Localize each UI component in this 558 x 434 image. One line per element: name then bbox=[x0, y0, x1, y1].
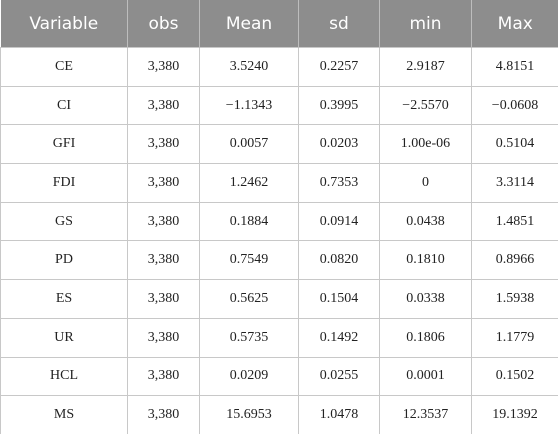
header-cell: sd bbox=[298, 0, 380, 48]
variable-cell: PD bbox=[0, 240, 128, 281]
table-row: CI 3,380 −1.1343 0.3995 −2.5570 −0.0608 bbox=[0, 85, 558, 126]
value-cell: 0.8966 bbox=[471, 240, 558, 281]
value-cell: 0.0001 bbox=[379, 356, 472, 397]
header-cell: obs bbox=[127, 0, 200, 48]
table-body: CE 3,380 3.5240 0.2257 2.9187 4.8151 CI 3,380 −1… bbox=[0, 47, 558, 434]
value-cell: 0 bbox=[379, 163, 472, 203]
table-row: UR 3,380 0.5735 0.1492 0.1806 1.1779 bbox=[0, 317, 558, 358]
value-cell: 12.3537 bbox=[379, 395, 472, 434]
variable-cell: GS bbox=[0, 201, 128, 242]
value-cell: 0.5625 bbox=[199, 279, 299, 319]
value-cell: 0.0255 bbox=[298, 356, 380, 397]
value-cell: 3,380 bbox=[127, 201, 200, 242]
value-cell: −0.0608 bbox=[471, 85, 558, 126]
value-cell: 0.0438 bbox=[379, 201, 472, 242]
value-cell: 3,380 bbox=[127, 47, 200, 87]
value-cell: 3,380 bbox=[127, 356, 200, 397]
variable-cell: CI bbox=[0, 85, 128, 126]
value-cell: 3,380 bbox=[127, 240, 200, 281]
value-cell: 3,380 bbox=[127, 317, 200, 358]
value-cell: 0.1810 bbox=[379, 240, 472, 281]
value-cell: 1.0478 bbox=[298, 395, 380, 434]
value-cell: 3,380 bbox=[127, 124, 200, 165]
value-cell: 0.7353 bbox=[298, 163, 380, 203]
value-cell: 4.8151 bbox=[471, 47, 558, 87]
value-cell: 1.2462 bbox=[199, 163, 299, 203]
value-cell: 0.2257 bbox=[298, 47, 380, 87]
value-cell: 1.4851 bbox=[471, 201, 558, 242]
variable-cell: GFI bbox=[0, 124, 128, 165]
value-cell: 3.5240 bbox=[199, 47, 299, 87]
value-cell: 0.3995 bbox=[298, 85, 380, 126]
value-cell: 15.6953 bbox=[199, 395, 299, 434]
value-cell: 1.00e-06 bbox=[379, 124, 472, 165]
value-cell: 1.5938 bbox=[471, 279, 558, 319]
table-row: ES 3,380 0.5625 0.1504 0.0338 1.5938 bbox=[0, 279, 558, 319]
header-cell: Mean bbox=[199, 0, 299, 48]
value-cell: 0.0914 bbox=[298, 201, 380, 242]
value-cell: 0.5104 bbox=[471, 124, 558, 165]
value-cell: 3,380 bbox=[127, 395, 200, 434]
value-cell: 0.1884 bbox=[199, 201, 299, 242]
value-cell: 0.7549 bbox=[199, 240, 299, 281]
value-cell: 0.1502 bbox=[471, 356, 558, 397]
value-cell: 0.0820 bbox=[298, 240, 380, 281]
value-cell: 0.0209 bbox=[199, 356, 299, 397]
header-row: Variable obs Mean sd min Max bbox=[0, 0, 558, 48]
table-row: CE 3,380 3.5240 0.2257 2.9187 4.8151 bbox=[0, 47, 558, 87]
value-cell: −2.5570 bbox=[379, 85, 472, 126]
value-cell: −1.1343 bbox=[199, 85, 299, 126]
table-row: HCL 3,380 0.0209 0.0255 0.0001 0.1502 bbox=[0, 356, 558, 397]
value-cell: 3,380 bbox=[127, 279, 200, 319]
value-cell: 0.0338 bbox=[379, 279, 472, 319]
variable-cell: CE bbox=[0, 47, 128, 87]
variable-cell: ES bbox=[0, 279, 128, 319]
value-cell: 19.1392 bbox=[471, 395, 558, 434]
variable-cell: FDI bbox=[0, 163, 128, 203]
table-row: GS 3,380 0.1884 0.0914 0.0438 1.4851 bbox=[0, 201, 558, 242]
variable-cell: UR bbox=[0, 317, 128, 358]
value-cell: 2.9187 bbox=[379, 47, 472, 87]
value-cell: 0.1492 bbox=[298, 317, 380, 358]
value-cell: 0.1806 bbox=[379, 317, 472, 358]
variable-cell: MS bbox=[0, 395, 128, 434]
table-row: MS 3,380 15.6953 1.0478 12.3537 19.1392 bbox=[0, 395, 558, 434]
header-cell: Variable bbox=[0, 0, 128, 48]
value-cell: 0.0203 bbox=[298, 124, 380, 165]
value-cell: 3.3114 bbox=[471, 163, 558, 203]
table-row: GFI 3,380 0.0057 0.0203 1.00e-06 0.5104 bbox=[0, 124, 558, 165]
value-cell: 1.1779 bbox=[471, 317, 558, 358]
value-cell: 3,380 bbox=[127, 163, 200, 203]
value-cell: 0.1504 bbox=[298, 279, 380, 319]
value-cell: 0.5735 bbox=[199, 317, 299, 358]
table-row: PD 3,380 0.7549 0.0820 0.1810 0.8966 bbox=[0, 240, 558, 281]
variable-cell: HCL bbox=[0, 356, 128, 397]
value-cell: 0.0057 bbox=[199, 124, 299, 165]
header-cell: min bbox=[379, 0, 472, 48]
table-row: FDI 3,380 1.2462 0.7353 0 3.3114 bbox=[0, 163, 558, 203]
header-cell: Max bbox=[471, 0, 558, 48]
value-cell: 3,380 bbox=[127, 85, 200, 126]
